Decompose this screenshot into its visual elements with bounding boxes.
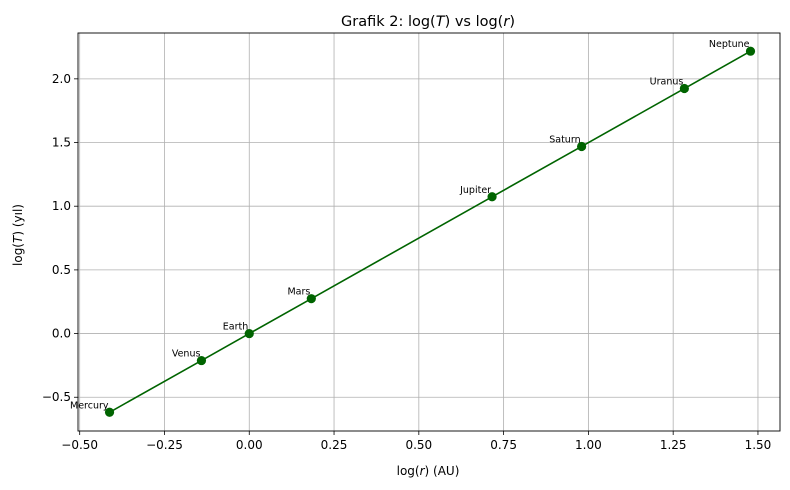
y-tick-label: 0.5 (52, 263, 71, 277)
data-point (196, 355, 207, 366)
chart-title: Grafik 2: log(T) vs log(r) (341, 14, 515, 30)
x-axis-ticks: −0.50 −0.25 0.00 0.25 0.50 0.75 1.00 1.25 1.50 (61, 431, 771, 452)
y-tick-label: 0.0 (52, 327, 71, 341)
data-point (679, 83, 689, 94)
point-label: Uranus (650, 77, 684, 88)
y-tick-label: 1.5 (52, 136, 71, 150)
point-labels: Mercury Venus Earth Mars Jupiter Saturn Uranus… (70, 39, 750, 411)
x-tick-label: 0.00 (236, 438, 263, 452)
point-label: Neptune (709, 39, 750, 50)
data-point (577, 141, 587, 152)
y-tick-label: 2.0 (52, 72, 71, 86)
y-tick-label: 1.0 (52, 199, 71, 213)
point-label: Mercury (70, 400, 109, 411)
x-tick-label: −0.25 (146, 438, 183, 452)
point-label: Mars (287, 287, 310, 298)
point-label: Saturn (549, 134, 580, 145)
plot-frame (77, 32, 781, 432)
x-tick-label: 1.25 (660, 438, 687, 452)
data-point (104, 407, 115, 417)
grid (78, 33, 780, 431)
data-point (745, 46, 756, 56)
series-line-group (109, 50, 751, 413)
x-tick-label: 0.25 (321, 438, 348, 452)
data-point (306, 294, 316, 304)
x-tick-label: −0.50 (61, 438, 98, 452)
x-tick-label: 0.75 (490, 438, 517, 452)
x-tick-label: 1.00 (575, 438, 602, 452)
data-point (487, 192, 497, 202)
point-label: Earth (223, 322, 248, 333)
data-point (244, 328, 254, 339)
x-tick-label: 0.50 (405, 438, 432, 452)
point-label: Jupiter (459, 185, 491, 196)
y-axis-ticks: −0.5 0.0 0.5 1.0 1.5 2.0 (42, 72, 78, 404)
y-tick-label: −0.5 (42, 390, 71, 404)
data-points (104, 46, 756, 417)
y-axis-label: log(T) (yıl) (11, 204, 25, 266)
series-line (109, 50, 751, 413)
point-label: Venus (172, 349, 201, 360)
x-axis-label: log(r) (AU) (397, 464, 460, 478)
x-tick-label: 1.50 (745, 438, 772, 452)
